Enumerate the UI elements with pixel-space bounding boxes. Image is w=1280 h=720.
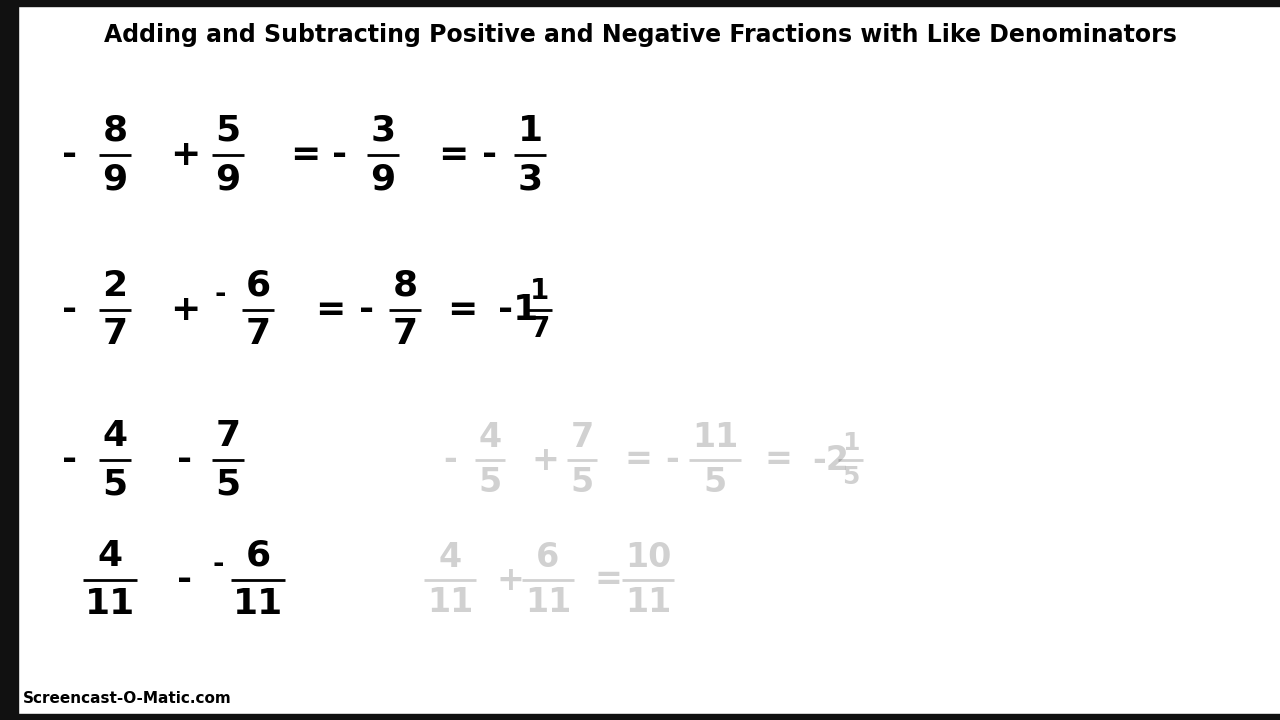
- Text: 1: 1: [842, 431, 859, 455]
- Text: 9: 9: [102, 162, 128, 197]
- Text: -: -: [214, 280, 225, 308]
- Text: 6: 6: [536, 541, 559, 574]
- Text: 7: 7: [246, 318, 270, 351]
- Text: 5: 5: [704, 466, 727, 499]
- Text: +: +: [170, 138, 200, 172]
- Text: 5: 5: [215, 114, 241, 148]
- Text: -: -: [360, 293, 375, 327]
- Text: Screencast-O-Matic.com: Screencast-O-Matic.com: [23, 691, 232, 706]
- Text: -: -: [178, 443, 192, 477]
- Text: =: =: [289, 138, 320, 172]
- Text: 4: 4: [439, 541, 462, 574]
- Text: =: =: [764, 444, 792, 477]
- Text: -: -: [666, 444, 678, 477]
- Text: 3: 3: [370, 114, 396, 148]
- Text: 5: 5: [842, 465, 859, 489]
- Bar: [0, 714, 1280, 720]
- Text: =: =: [594, 564, 622, 596]
- Text: +: +: [497, 564, 524, 596]
- Text: 5: 5: [571, 466, 594, 499]
- Text: 1: 1: [517, 114, 543, 148]
- Text: 7: 7: [215, 419, 241, 453]
- Text: 11: 11: [84, 588, 136, 621]
- Text: +: +: [531, 444, 559, 477]
- Text: -: -: [483, 138, 498, 172]
- Text: 2: 2: [102, 269, 128, 302]
- Text: =: =: [438, 138, 468, 172]
- Text: 8: 8: [393, 269, 417, 302]
- Text: 1: 1: [530, 277, 549, 305]
- Text: +: +: [170, 293, 200, 327]
- Text: 11: 11: [525, 586, 571, 619]
- Text: 3: 3: [517, 162, 543, 197]
- Text: 7: 7: [530, 315, 549, 343]
- Text: 6: 6: [246, 539, 270, 572]
- Text: 4: 4: [97, 539, 123, 572]
- Text: =: =: [315, 293, 346, 327]
- Text: 7: 7: [571, 421, 594, 454]
- Text: =: =: [447, 293, 477, 327]
- Text: -: -: [443, 444, 457, 477]
- Text: 10: 10: [625, 541, 671, 574]
- Text: 11: 11: [625, 586, 671, 619]
- Text: 4: 4: [102, 419, 128, 453]
- Text: -2: -2: [812, 444, 849, 477]
- Text: 9: 9: [370, 162, 396, 197]
- Bar: [0, 0, 18, 720]
- Text: -: -: [63, 293, 78, 327]
- Text: 7: 7: [393, 318, 417, 351]
- Text: 5: 5: [102, 467, 128, 501]
- Text: 5: 5: [479, 466, 502, 499]
- Text: 11: 11: [692, 421, 739, 454]
- Text: -1: -1: [498, 293, 539, 327]
- Text: 11: 11: [233, 588, 283, 621]
- Text: 11: 11: [426, 586, 474, 619]
- Text: 9: 9: [215, 162, 241, 197]
- Text: 6: 6: [246, 269, 270, 302]
- Text: Adding and Subtracting Positive and Negative Fractions with Like Denominators: Adding and Subtracting Positive and Nega…: [104, 23, 1176, 47]
- Text: 5: 5: [215, 467, 241, 501]
- Text: 4: 4: [479, 421, 502, 454]
- Text: -: -: [333, 138, 348, 172]
- Text: 7: 7: [102, 318, 128, 351]
- Text: -: -: [212, 550, 224, 578]
- Text: =: =: [625, 444, 652, 477]
- Text: -: -: [63, 138, 78, 172]
- Text: 8: 8: [102, 114, 128, 148]
- Bar: [0, 0, 1280, 6]
- Text: -: -: [178, 563, 192, 597]
- Text: -: -: [63, 443, 78, 477]
